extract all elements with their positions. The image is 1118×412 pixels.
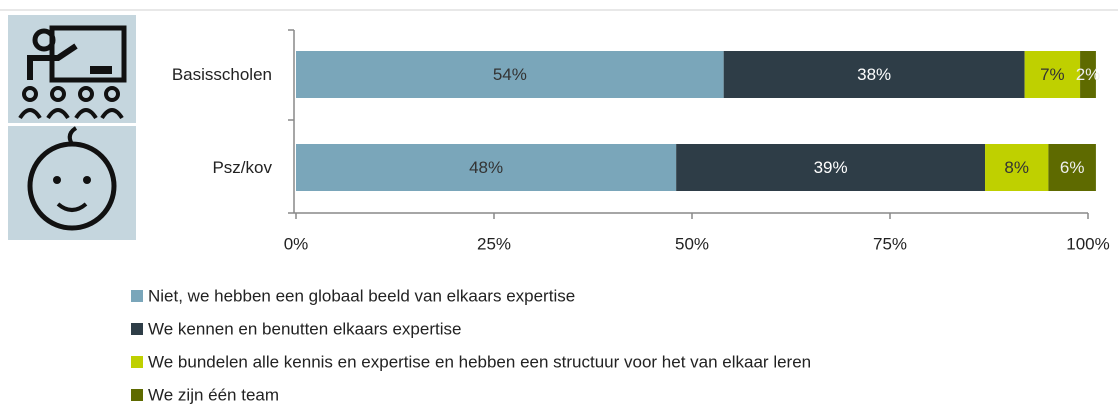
data-label: 39% <box>814 158 848 177</box>
legend-swatch <box>131 389 143 401</box>
bar-segment <box>985 144 1049 191</box>
x-tick-label: 100% <box>1066 234 1109 253</box>
bar-segment <box>296 51 724 98</box>
bar-segment <box>1024 51 1081 98</box>
legend-swatch <box>131 290 143 302</box>
legend-swatch <box>131 323 143 335</box>
legend-label: Niet, we hebben een globaal beeld van el… <box>148 286 575 305</box>
data-label: 8% <box>1004 158 1029 177</box>
x-tick-label: 0% <box>284 234 309 253</box>
data-label: 6% <box>1060 158 1085 177</box>
category-label: Psz/kov <box>212 158 272 177</box>
category-label: Basisscholen <box>172 65 272 84</box>
bar-segment <box>296 144 677 191</box>
data-label: 48% <box>469 158 503 177</box>
data-label: 54% <box>493 65 527 84</box>
bar-segment <box>1080 51 1096 98</box>
bar-segment <box>723 51 1025 98</box>
x-tick-label: 25% <box>477 234 511 253</box>
bar-segment <box>1048 144 1096 191</box>
data-label: 7% <box>1040 65 1065 84</box>
legend-swatch <box>131 356 143 368</box>
bar-segment <box>676 144 986 191</box>
data-label: 2% <box>1076 65 1101 84</box>
legend-label: We kennen en benutten elkaars expertise <box>148 319 461 338</box>
legend-label: We bundelen alle kennis en expertise en … <box>148 352 811 371</box>
teacher-icon <box>8 15 136 123</box>
baby-icon <box>8 126 136 240</box>
data-label: 38% <box>857 65 891 84</box>
x-tick-label: 75% <box>873 234 907 253</box>
legend-label: We zijn één team <box>148 385 279 404</box>
x-tick-label: 50% <box>675 234 709 253</box>
